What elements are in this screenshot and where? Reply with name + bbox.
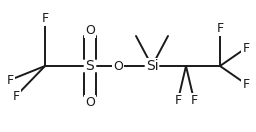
Text: F: F [174,93,182,107]
Text: S: S [86,59,94,73]
Text: F: F [242,41,250,55]
Text: O: O [85,95,95,109]
Text: F: F [6,74,14,86]
Text: F: F [216,22,223,34]
Text: F: F [41,11,49,25]
Text: Si: Si [146,59,158,73]
Text: O: O [113,60,123,72]
Text: F: F [242,77,250,91]
Text: F: F [13,89,19,103]
Text: O: O [85,23,95,37]
Text: F: F [190,93,198,107]
